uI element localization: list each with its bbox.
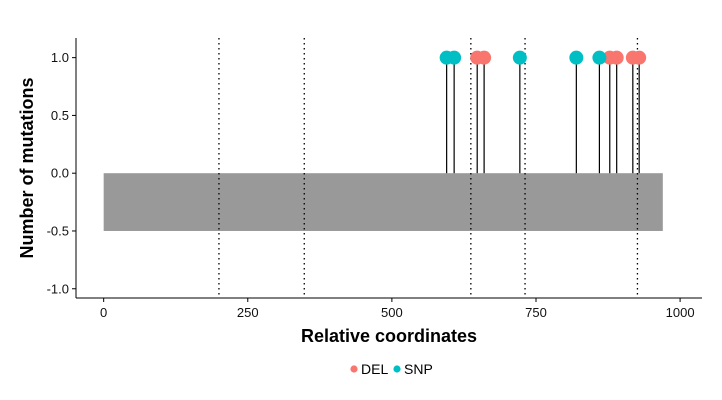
legend-label-del: DEL (361, 361, 388, 377)
x-tick-label: 1000 (666, 305, 695, 320)
point-del (477, 50, 492, 65)
point-snp (447, 50, 462, 65)
point-del (632, 50, 647, 65)
y-tick-label: 0.0 (51, 166, 69, 181)
point-del (609, 50, 624, 65)
legend-label-snp: SNP (404, 361, 433, 377)
x-tick-label: 500 (381, 305, 403, 320)
y-tick-label: -0.5 (47, 223, 69, 238)
point-snp (512, 50, 527, 65)
legend-key-snp (393, 365, 401, 373)
plot-area (103, 38, 663, 298)
x-tick-label: 0 (100, 305, 107, 320)
y-tick-label: 1.0 (51, 50, 69, 65)
point-snp (569, 50, 584, 65)
x-tick-label: 250 (237, 305, 259, 320)
y-tick-label: -1.0 (47, 281, 69, 296)
x-axis-title: Relative coordinates (301, 326, 477, 346)
legend-key-del (350, 365, 358, 373)
x-tick-label: 750 (525, 305, 547, 320)
point-snp (592, 50, 607, 65)
axes: 1.0 0.5 0.0 -0.5 -1.0 0 250 500 750 1000 (47, 38, 702, 320)
y-axis-title: Number of mutations (17, 77, 37, 258)
region-bar (103, 173, 663, 231)
y-tick-label: 0.5 (51, 108, 69, 123)
legend: DEL SNP (350, 361, 433, 377)
